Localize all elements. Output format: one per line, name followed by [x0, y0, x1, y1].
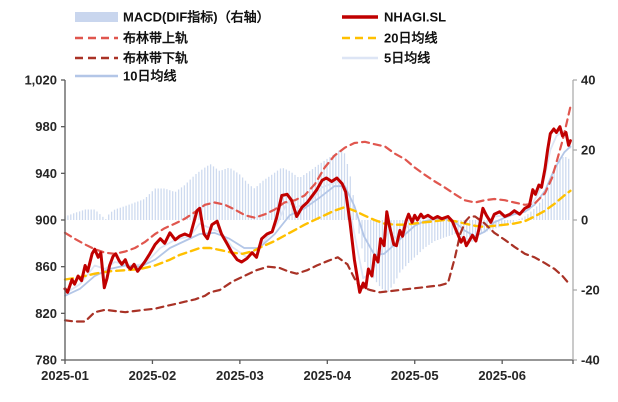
y-right-tick-label: -40: [581, 353, 600, 368]
y-right-tick-label: 20: [581, 143, 595, 158]
y-left-tick-label: 820: [35, 306, 57, 321]
legend-label-boll_lower: 布林带下轨: [123, 51, 188, 66]
y-right-tick-label: -20: [581, 283, 600, 298]
legend-label-macd: MACD(DIF指标)（右轴）: [123, 10, 270, 25]
legend-label-ma5: 5日均线: [384, 51, 430, 66]
legend-item-ma10: 10日均线: [75, 69, 176, 84]
x-tick-label: 2025-01: [41, 368, 89, 383]
x-tick-label: 2025-06: [478, 368, 526, 383]
x-tick-label: 2025-02: [129, 368, 177, 383]
series-nhagi: [63, 125, 572, 294]
series-boll_lower: [63, 215, 572, 323]
legend-item-nhagi: NHAGI.SL: [342, 10, 446, 25]
y-left-tick-label: 900: [35, 213, 57, 228]
legend-label-ma10: 10日均线: [123, 69, 176, 84]
x-tick-label: 2025-03: [216, 368, 264, 383]
legend-item-ma5: 5日均线: [342, 51, 430, 66]
y-left-tick-label: 1,020: [24, 73, 57, 88]
legend-swatch-macd-icon: [75, 12, 118, 22]
legend-item-macd: MACD(DIF指标)（右轴）: [75, 10, 270, 25]
legend-item-boll_lower: 布林带下轨: [75, 51, 188, 66]
y-left-tick-label: 940: [35, 166, 57, 181]
legend-label-ma20: 20日均线: [384, 31, 437, 46]
y-left-tick-label: 780: [35, 353, 57, 368]
legend-item-boll_upper: 布林带上轨: [75, 31, 188, 46]
y-right-tick-label: 0: [581, 213, 588, 228]
x-tick-label: 2025-05: [391, 368, 439, 383]
y-left-tick-label: 860: [35, 259, 57, 274]
legend-label-nhagi: NHAGI.SL: [384, 10, 446, 25]
legend-label-boll_upper: 布林带上轨: [123, 31, 188, 46]
y-left-tick-label: 980: [35, 119, 57, 134]
legend-item-ma20: 20日均线: [342, 31, 437, 46]
series-boll_upper: [63, 105, 572, 255]
y-right-tick-label: 40: [581, 73, 595, 88]
x-tick-label: 2025-04: [303, 368, 351, 383]
